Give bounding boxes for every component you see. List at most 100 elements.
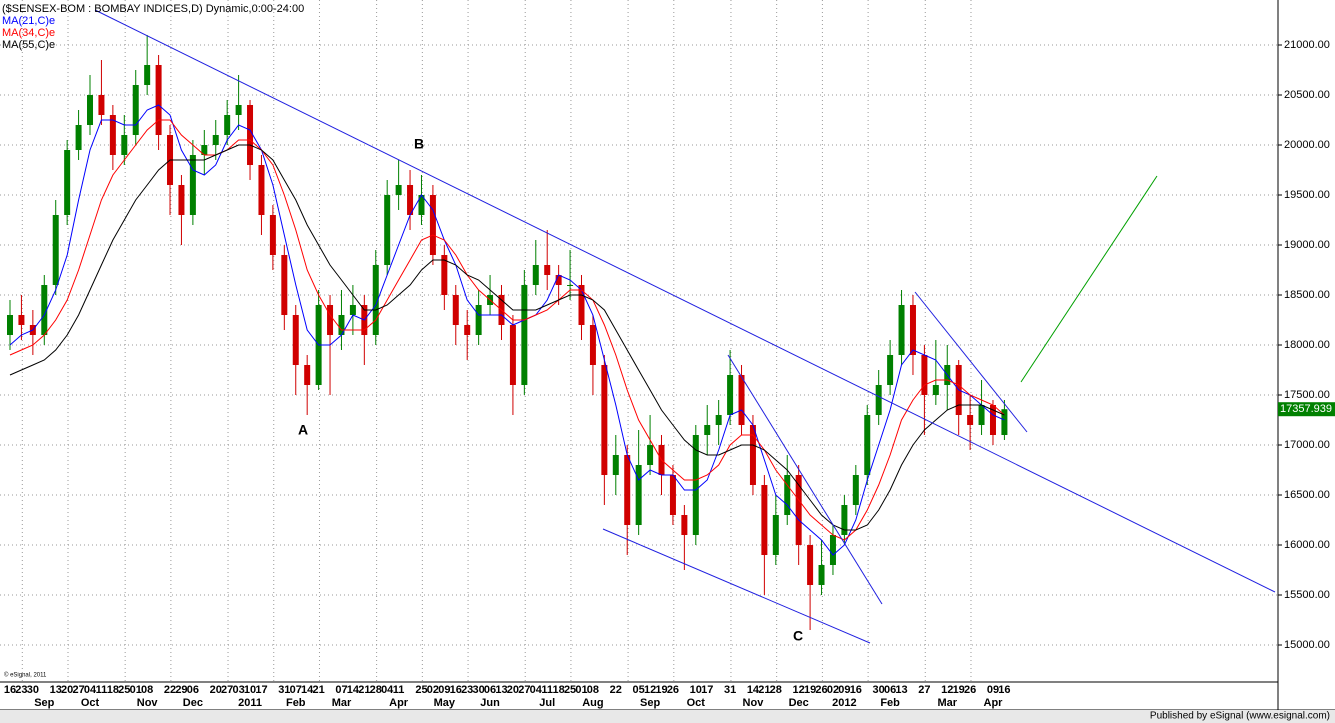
candle-body: [898, 305, 905, 355]
x-tick-label: 27: [72, 684, 84, 696]
candle-body: [349, 305, 356, 315]
candle-body: [189, 155, 196, 215]
last-price-box: [1278, 402, 1335, 417]
candle-body: [635, 465, 642, 525]
x-tick-label: 12: [793, 684, 805, 696]
candle-body: [155, 65, 162, 135]
x-tick-label: 26: [815, 684, 827, 696]
month-label: 2012: [832, 697, 856, 709]
candle-body: [612, 455, 619, 475]
x-tick-label: 30: [27, 684, 39, 696]
candle-body: [555, 275, 562, 285]
chart-title: ($SENSEX-BOM : BOMBAY INDICES,D) Dynamic…: [2, 3, 304, 15]
candle-body: [761, 485, 768, 555]
candle-body: [429, 195, 436, 255]
trend-line: [914, 291, 1028, 433]
x-tick-label: 27: [221, 684, 233, 696]
x-tick-label: 09: [438, 684, 450, 696]
x-tick-label: 17: [255, 684, 267, 696]
candle-body: [784, 475, 791, 515]
x-tick-label: 23: [461, 684, 473, 696]
candle-body: [372, 265, 379, 335]
x-tick-label: 14: [301, 684, 314, 696]
x-tick-label: 23: [15, 684, 27, 696]
candle-body: [452, 295, 459, 325]
candle-body: [98, 95, 105, 115]
candle-body: [669, 475, 676, 515]
y-tick-label: 17500.00: [1284, 389, 1330, 401]
candle-body: [624, 455, 631, 525]
wave-label: A: [298, 422, 308, 438]
candle-body: [18, 315, 25, 325]
x-tick-label: 07: [290, 684, 302, 696]
candle-body: [178, 185, 185, 215]
y-tick-label: 17000.00: [1284, 439, 1330, 451]
legend-entry: MA(55,C)e: [2, 39, 55, 51]
candle-body: [909, 305, 916, 355]
month-label: Sep: [34, 697, 54, 709]
x-tick-label: 27: [518, 684, 530, 696]
x-tick-label: 30: [473, 684, 485, 696]
x-tick-label: 13: [495, 684, 507, 696]
candle-body: [75, 125, 82, 150]
candle-body: [327, 305, 334, 335]
month-label: Mar: [937, 697, 957, 709]
month-label: Aug: [582, 697, 603, 709]
candle-body: [989, 405, 996, 435]
candle-body: [647, 445, 654, 465]
candle-body: [258, 165, 265, 215]
candle-body: [829, 535, 836, 565]
x-tick-label: 01: [575, 684, 587, 696]
candle-body: [395, 185, 402, 195]
candle-body: [384, 195, 391, 265]
month-label: Jul: [539, 697, 555, 709]
x-tick-label: 10: [244, 684, 256, 696]
candle-body: [304, 365, 311, 385]
y-tick-label: 21000.00: [1284, 39, 1330, 51]
candle-body: [281, 255, 288, 315]
candle-body: [692, 435, 699, 535]
copyright: © eSignal, 2011: [4, 672, 47, 679]
x-tick-label: 18: [553, 684, 565, 696]
x-tick-label: 09: [838, 684, 850, 696]
x-tick-label: 04: [381, 684, 394, 696]
month-label: May: [434, 697, 456, 709]
trend-lines: [94, 9, 1276, 644]
x-tick-label: 19: [804, 684, 816, 696]
candle-body: [795, 475, 802, 545]
x-tick-label: 06: [884, 684, 896, 696]
month-label: Apr: [984, 697, 1004, 709]
month-label: Oct: [81, 697, 100, 709]
x-tick-label: 10: [690, 684, 702, 696]
x-tick-label: 16: [4, 684, 16, 696]
y-tick-label: 19000.00: [1284, 239, 1330, 251]
candle-body: [224, 115, 231, 135]
projection-line: [1020, 175, 1158, 383]
x-tick-label: 11: [96, 684, 108, 696]
last-price-label: 17357.939: [1280, 403, 1332, 415]
x-tick-label: 07: [335, 684, 347, 696]
candle-body: [589, 325, 596, 365]
month-label: Nov: [743, 697, 765, 709]
x-tick-label: 31: [278, 684, 290, 696]
x-tick-label: 13: [50, 684, 62, 696]
x-tick-label: 03: [232, 684, 244, 696]
candle-body: [841, 505, 848, 535]
x-tick-label: 06: [187, 684, 199, 696]
x-tick-label: 25: [415, 684, 427, 696]
y-tick-label: 18000.00: [1284, 339, 1330, 351]
x-tick-label: 31: [724, 684, 736, 696]
x-tick-label: 20: [507, 684, 519, 696]
y-tick-label: 19500.00: [1284, 189, 1330, 201]
month-label: Dec: [183, 697, 203, 709]
candle-body: [87, 95, 94, 125]
x-tick-label: 19: [655, 684, 667, 696]
candle-body: [601, 365, 608, 475]
candle-body: [772, 515, 779, 555]
candle-body: [738, 375, 745, 425]
x-tick-label: 14: [347, 684, 360, 696]
legend-entry: MA(21,C)e: [2, 15, 55, 27]
x-tick-label: 04: [530, 684, 543, 696]
x-tick-label: 11: [541, 684, 553, 696]
